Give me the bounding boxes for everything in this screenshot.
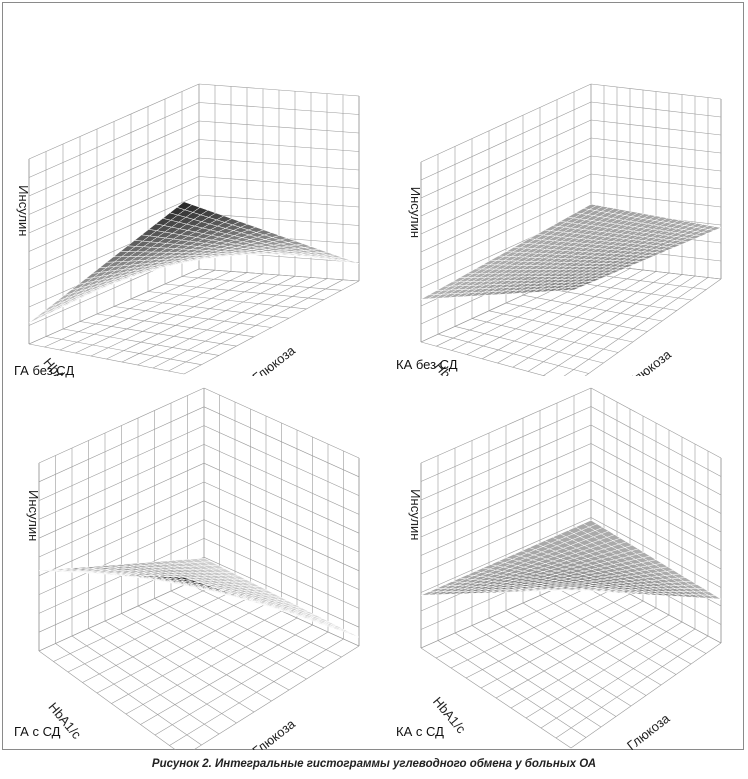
wall-grid-line — [38, 500, 205, 577]
floor-grid-line — [183, 280, 360, 375]
floor-grid-line — [471, 318, 619, 353]
floor-grid-line — [471, 625, 617, 717]
panel-label: ГА без СД — [14, 363, 75, 378]
floor-grid-line — [454, 632, 602, 728]
wall-grid-line — [38, 575, 205, 652]
surface-cell — [564, 589, 578, 591]
wall-grid-line — [203, 519, 360, 590]
panel-label: КА с СД — [396, 724, 444, 739]
floor-grid-line — [62, 328, 220, 356]
floor-grid-line — [140, 624, 313, 725]
panel-label: ГА с СД — [14, 724, 61, 739]
surface-cell — [566, 286, 581, 291]
wall-grid-line — [590, 480, 722, 551]
axis-label-glucose: Глюкоза — [624, 710, 673, 750]
floor-grid-line — [192, 645, 360, 750]
floor-grid-line — [168, 279, 344, 372]
floor-grid-line — [488, 617, 632, 707]
wall-grid-line — [420, 480, 592, 556]
floor-grid-line — [454, 326, 604, 364]
wall-grid-line — [203, 538, 360, 609]
panel-label: КА без СД — [396, 357, 458, 372]
wall-grid-line — [420, 173, 592, 253]
axis-label-insulin: Инсулин — [408, 187, 423, 238]
floor-grid-line — [555, 635, 709, 739]
panel-ka-s-sd: Инсулин HbA1/c Глюкоза КА с СД — [376, 378, 748, 750]
axis-label-glucose: Глюкоза — [250, 716, 299, 750]
floor-grid-line — [55, 643, 202, 746]
wall-grid-line — [420, 191, 592, 271]
wall-grid-line — [420, 498, 592, 575]
floor-grid-line — [121, 275, 296, 363]
floor-grid-line — [570, 642, 722, 749]
axis-label-glucose: Глюкоза — [250, 342, 299, 376]
floor-grid-line — [169, 638, 344, 746]
wall-grid-line — [203, 500, 360, 572]
floor-grid-line — [505, 610, 647, 696]
floor-grid-line — [71, 635, 220, 735]
floor-grid-line — [38, 650, 177, 750]
wall-grid-line — [203, 556, 360, 628]
floor-grid-line — [45, 336, 202, 365]
floor-grid-line — [125, 617, 298, 715]
floor-grid-line — [540, 628, 696, 729]
axis-label-glucose: Глюкоза — [626, 346, 675, 376]
floor-grid-line — [525, 621, 683, 719]
floor-grid-line — [505, 302, 648, 332]
wall-grid-line — [590, 191, 722, 208]
floor-grid-line — [584, 278, 722, 376]
floor-grid-line — [113, 306, 272, 328]
axis-label-insulin: Инсулин — [408, 489, 423, 540]
wall-grid-line — [198, 194, 360, 208]
axis-label-insulin: Инсулин — [26, 490, 41, 541]
surface-cell — [177, 576, 193, 581]
floor-grid-line — [527, 274, 683, 372]
floor-grid-line — [543, 275, 696, 376]
floor-grid-line — [137, 277, 312, 366]
wall-grid-line — [198, 268, 360, 282]
wall-grid-line — [28, 176, 200, 252]
surface-cell — [176, 201, 193, 211]
floor-grid-line — [96, 313, 255, 338]
wall-grid-line — [38, 519, 205, 595]
floor-grid-line — [563, 277, 709, 376]
floor-grid-line — [104, 620, 255, 713]
wall-grid-line — [28, 268, 200, 345]
panel-ga-s-sd: Инсулин HbA1/c Глюкоза ГА с СД — [4, 378, 376, 750]
floor-grid-line — [28, 343, 185, 375]
figure-frame — [2, 2, 744, 750]
wall-grid-line — [203, 481, 360, 553]
wall-grid-line — [28, 194, 200, 271]
wall-grid-line — [590, 498, 722, 570]
floor-grid-line — [488, 310, 633, 343]
wall-grid-line — [590, 517, 722, 588]
surface-cell — [28, 313, 44, 324]
figure-caption: Рисунок 2. Интегральные гистограммы угле… — [151, 758, 597, 770]
floor-grid-line — [79, 321, 237, 347]
floor-grid-line — [420, 341, 546, 376]
floor-grid-line — [437, 333, 589, 374]
wall-grid-line — [590, 173, 722, 190]
floor-grid-line — [512, 272, 670, 368]
floor-grid-line — [121, 613, 272, 702]
wall-grid-line — [420, 517, 592, 593]
floor-grid-line — [437, 640, 587, 738]
floor-grid-line — [420, 647, 572, 749]
wall-grid-line — [198, 213, 360, 226]
wall-grid-line — [198, 176, 360, 189]
floor-grid-line — [152, 278, 328, 369]
floor-grid-line — [88, 628, 237, 724]
floor-grid-line — [154, 631, 329, 736]
wall-grid-line — [38, 481, 205, 558]
floor-grid-line — [510, 614, 670, 709]
axis-label-insulin: Инсулин — [16, 185, 31, 236]
